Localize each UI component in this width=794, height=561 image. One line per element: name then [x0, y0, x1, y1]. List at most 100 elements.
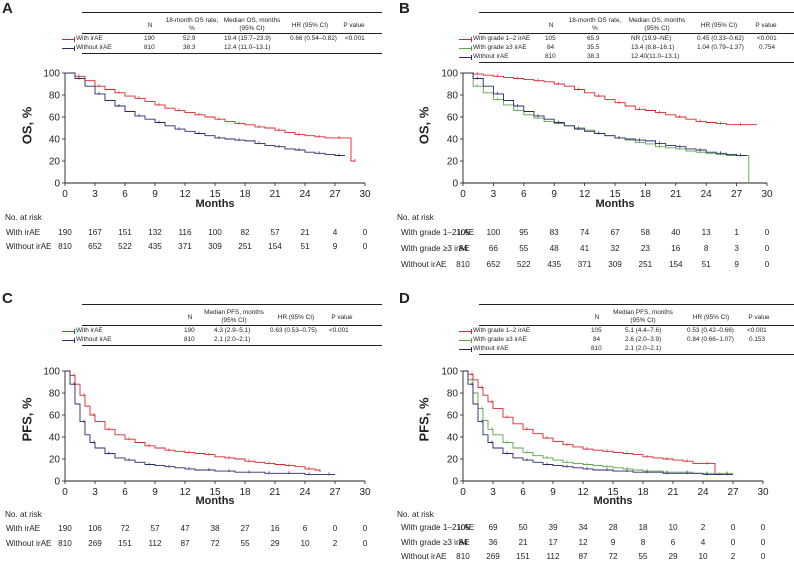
x-tick-label: 3	[490, 487, 496, 498]
x-axis-label: Months	[195, 198, 235, 210]
x-tick-label: 0	[460, 487, 466, 498]
plot-area: 0 20 40 60 80 100 0 3 6 9 12 15 18 21 24 27 30	[441, 367, 769, 499]
risk-count: 51	[300, 242, 310, 251]
row-label: With grade 1–2 irAE	[473, 35, 531, 42]
risk-count: 17	[548, 537, 558, 547]
row-label: Without irAE	[473, 345, 509, 352]
risk-count: 36	[488, 537, 498, 547]
risk-count: 47	[180, 524, 190, 533]
x-axis-label: Months	[593, 495, 633, 507]
header-median: Median PFS, months (95% CI)	[613, 309, 673, 324]
x-tick-label: 24	[299, 487, 311, 498]
x-tick-label: 0	[460, 189, 466, 200]
risk-row-label: With grade 1–2 irAE	[401, 523, 475, 532]
risk-count: 106	[88, 524, 102, 533]
risk-count: 84	[458, 537, 468, 547]
y-tick-label: 20	[447, 157, 459, 168]
x-tick-label: 18	[637, 487, 649, 498]
row-rate: 65.9	[587, 35, 600, 42]
x-tick-label: 12	[179, 189, 191, 200]
risk-row-label: Without irAE	[6, 242, 52, 251]
header-rate: 18-month OS rate, %	[568, 17, 622, 32]
y-tick-label: 80	[49, 91, 61, 102]
panel-c: C N Median PFS, months (95% CI) HR (95% …	[0, 278, 397, 557]
x-tick-label: 24	[299, 189, 311, 200]
row-n: 810	[144, 44, 155, 51]
legend-line-red	[62, 37, 75, 42]
x-tick-label: 27	[731, 189, 743, 200]
header-n: N	[548, 22, 554, 29]
header-rate: 18-month OS rate, %	[165, 17, 219, 32]
risk-count: 0	[730, 523, 736, 532]
x-tick-label: 30	[359, 189, 371, 200]
header-median: Median PFS, months (95% CI)	[204, 309, 264, 324]
risk-count: 0	[362, 242, 368, 251]
survival-curve	[463, 72, 757, 126]
x-tick-label: 12	[577, 487, 589, 498]
risk-count: 39	[548, 523, 558, 532]
header-hr: HR (95% CI)	[692, 314, 730, 321]
x-tick-label: 27	[727, 487, 739, 498]
y-axis-label: OS, %	[19, 106, 35, 145]
row-hr: 0.66 (0.54–0.82)	[290, 35, 337, 42]
risk-count: 55	[519, 244, 529, 253]
x-tick-label: 9	[550, 487, 556, 498]
x-tick-label: 21	[670, 189, 682, 200]
risk-count: 69	[488, 523, 498, 532]
legend-line-green	[459, 338, 472, 343]
row-label: With irAE	[76, 35, 103, 42]
risk-count: 2	[700, 523, 706, 532]
risk-count: 154	[268, 242, 282, 251]
x-tick-label: 15	[209, 487, 221, 498]
risk-count: 151	[118, 539, 132, 548]
row-median: NR (19.9–NE)	[631, 35, 672, 42]
x-tick-label: 9	[551, 189, 557, 200]
header-p: P value	[755, 22, 777, 29]
risk-count: 309	[208, 242, 222, 251]
risk-row-label: With grade 1–2 irAE	[401, 228, 475, 237]
legend-line-red	[459, 329, 472, 334]
x-axis-label: Months	[595, 198, 635, 210]
row-label: With grade ≥3 irAE	[473, 44, 527, 51]
risk-count: 48	[549, 244, 559, 253]
row-rate: 35.5	[587, 44, 600, 51]
survival-curve	[463, 370, 733, 474]
risk-count: 371	[577, 260, 592, 269]
risk-count: 82	[240, 228, 250, 237]
legend-line-red	[459, 37, 472, 42]
survival-curve	[65, 370, 321, 473]
risk-row-label: With grade ≥3 irAE	[401, 244, 470, 253]
risk-count: 810	[456, 260, 470, 269]
risk-count: 72	[210, 539, 220, 548]
risk-count: 3	[734, 244, 739, 253]
legend-line-red	[62, 329, 75, 334]
risk-count: 74	[580, 228, 590, 237]
risk-count: 652	[88, 242, 102, 251]
header-hr: HR (95% CI)	[700, 22, 738, 29]
risk-count: 9	[610, 537, 616, 547]
x-tick-label: 18	[239, 487, 251, 498]
risk-count: 371	[178, 242, 192, 251]
x-tick-label: 0	[62, 189, 68, 200]
row-median: 19.4 (15.7–23.9)	[224, 35, 271, 42]
risk-count: 100	[486, 228, 501, 237]
header-n: N	[147, 22, 153, 29]
row-label: With grade ≥3 irAE	[473, 336, 527, 343]
risk-count: 0	[764, 260, 770, 269]
y-tick-label: 60	[447, 411, 459, 422]
survival-curve	[65, 370, 335, 475]
risk-count: 0	[362, 539, 368, 548]
risk-count: 652	[486, 260, 501, 269]
panel-label: D	[399, 290, 410, 307]
risk-title: No. at risk	[397, 213, 434, 222]
risk-count: 0	[764, 228, 770, 237]
risk-count: 8	[640, 537, 646, 547]
risk-row-label: Without irAE	[401, 260, 447, 269]
x-tick-label: 15	[609, 189, 621, 200]
y-tick-label: 100	[441, 69, 458, 80]
risk-count: 105	[456, 523, 470, 532]
row-rate: 38.3	[587, 53, 600, 60]
row-n: 190	[144, 35, 155, 42]
panel-label: C	[2, 290, 13, 307]
y-tick-label: 100	[43, 69, 60, 80]
